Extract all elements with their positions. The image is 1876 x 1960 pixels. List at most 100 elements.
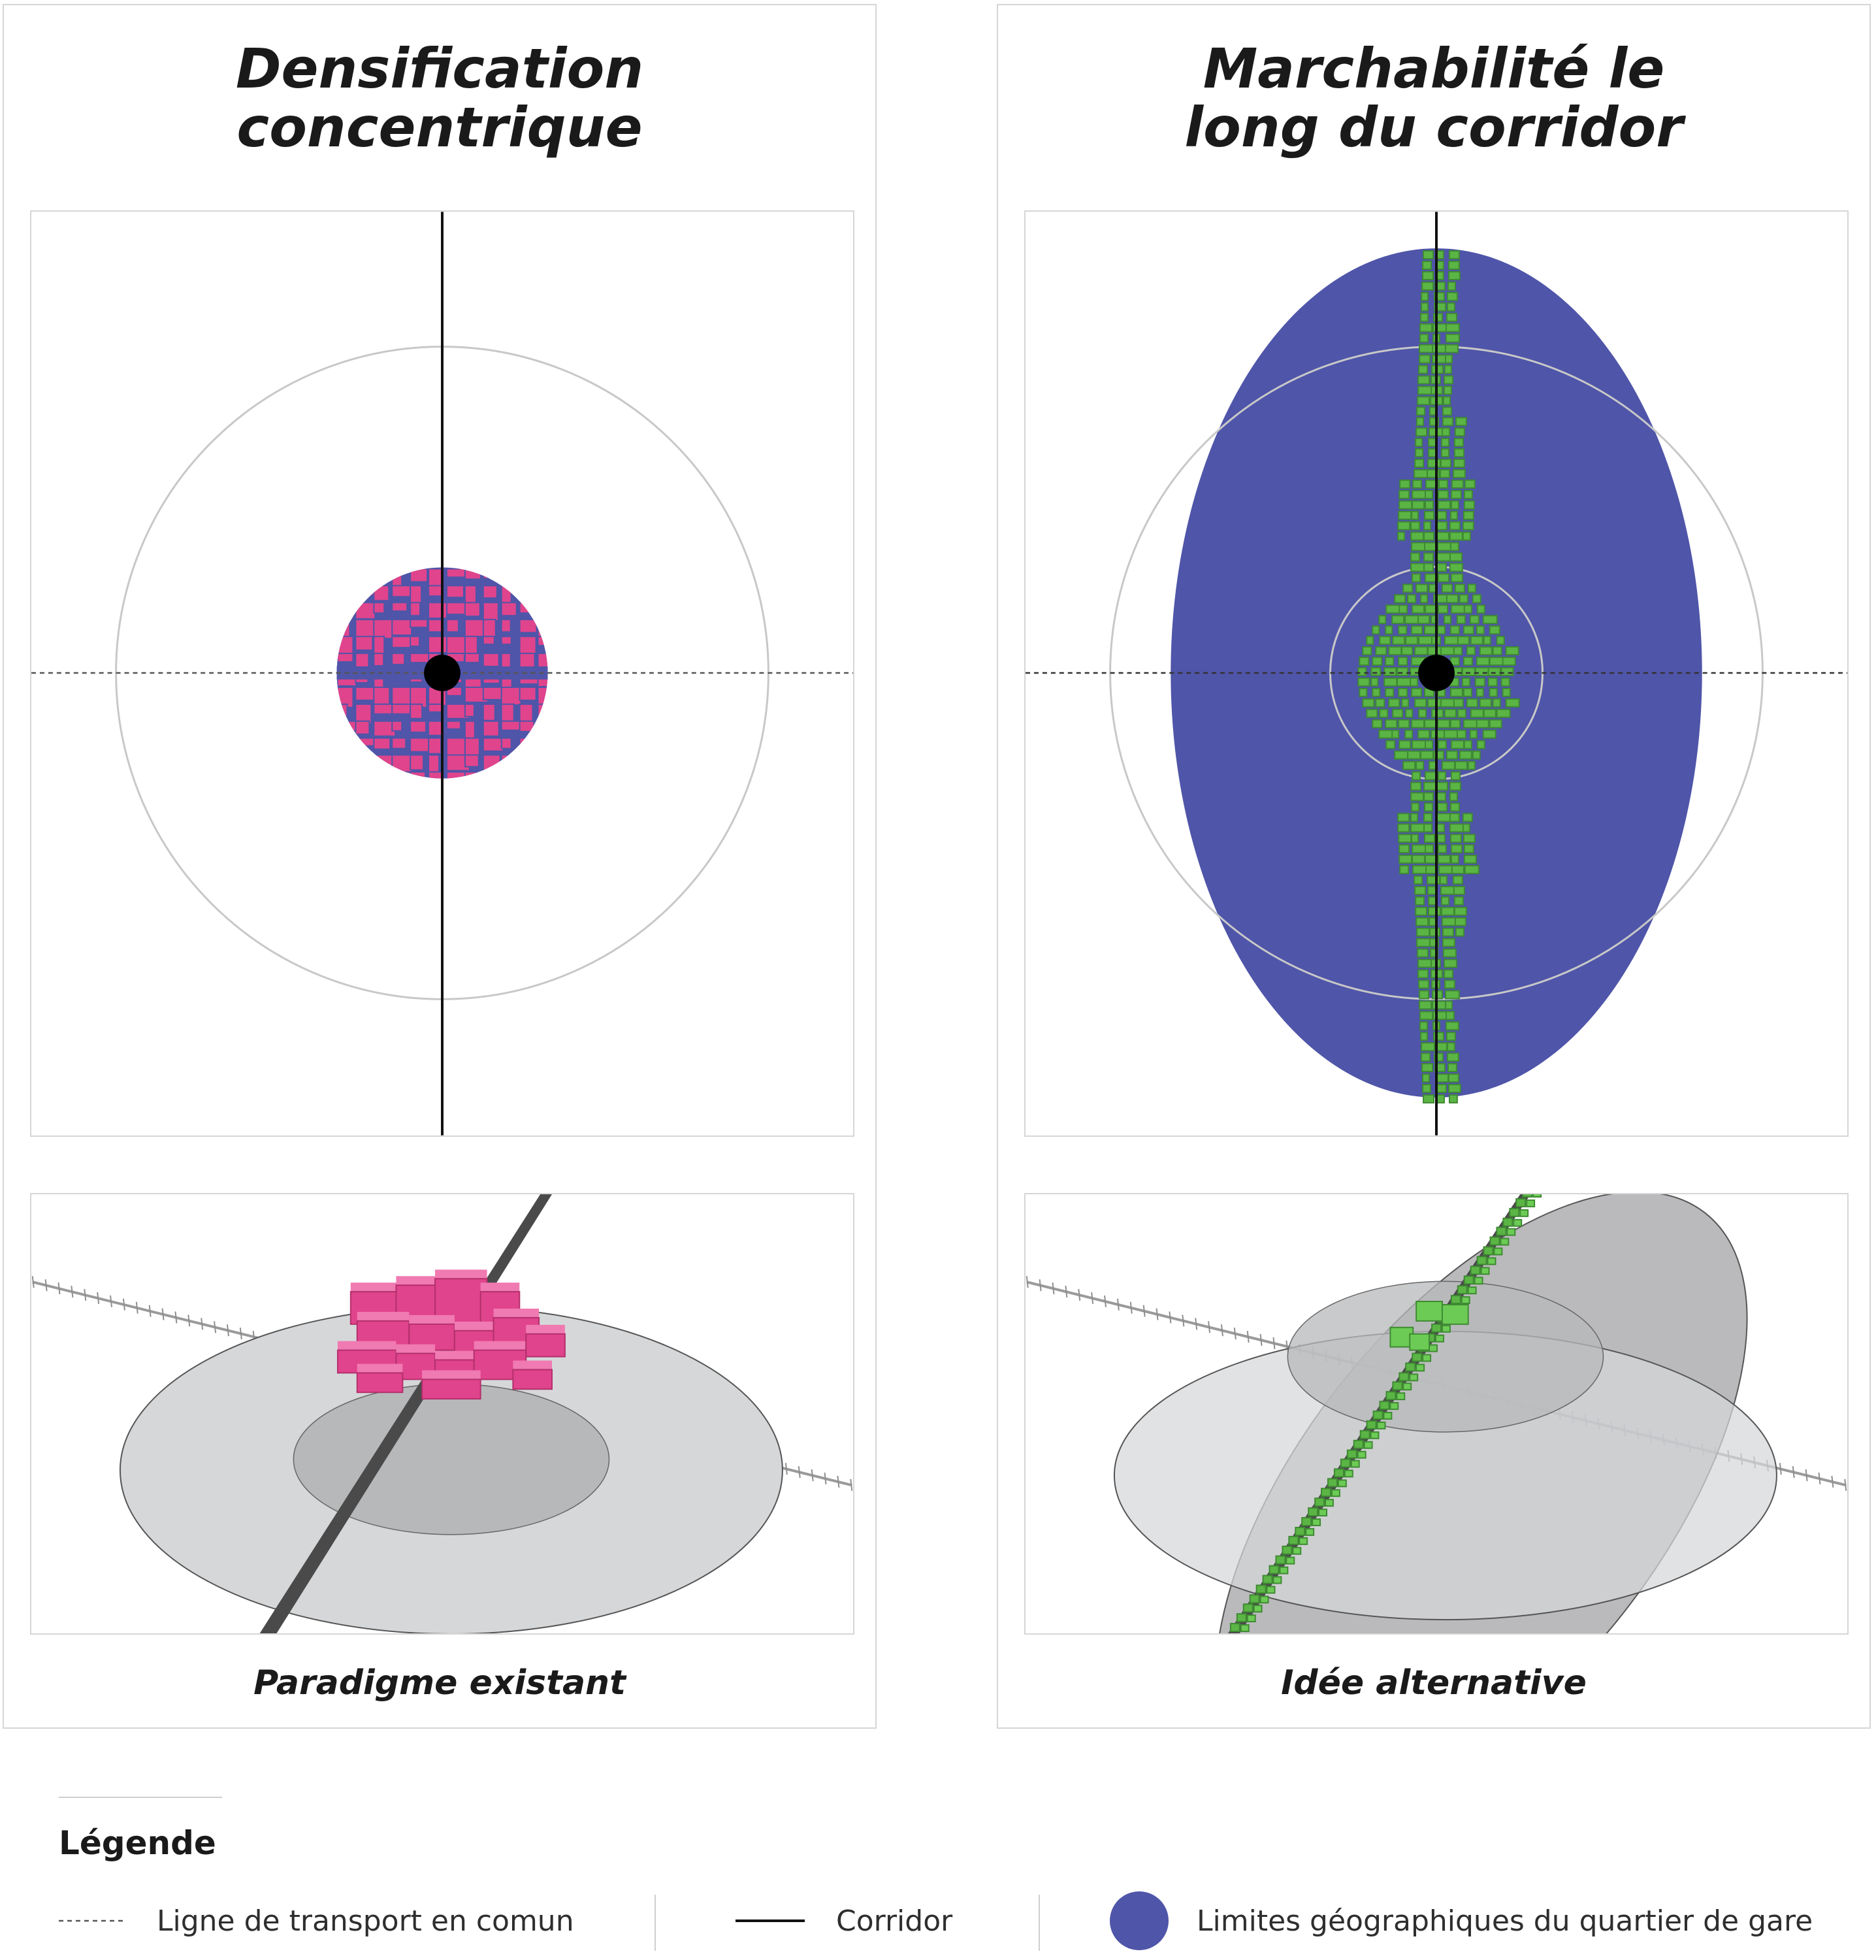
building-block <box>512 1369 553 1390</box>
transit-tie <box>1805 1469 1808 1482</box>
building-block <box>464 602 481 617</box>
building-block <box>1447 261 1460 270</box>
building-block <box>1502 687 1511 697</box>
building-block <box>537 737 548 759</box>
building-block <box>336 703 348 717</box>
building-block <box>1383 667 1397 676</box>
building-block <box>1489 719 1502 728</box>
building-roof <box>513 1360 552 1370</box>
building-block <box>355 568 367 580</box>
building-block <box>1397 521 1411 531</box>
building-block <box>1449 510 1458 520</box>
building-block <box>1385 604 1401 614</box>
building-block <box>1314 1497 1325 1507</box>
building-block <box>1454 760 1468 770</box>
building-block <box>1415 1364 1425 1372</box>
station-dot <box>1418 655 1455 691</box>
building-block <box>1417 729 1431 739</box>
transit-tie <box>1195 1318 1198 1330</box>
building-block <box>464 703 475 717</box>
building-block <box>1375 646 1387 656</box>
building-block <box>1436 719 1450 728</box>
building-block <box>1391 615 1405 625</box>
building-block <box>1476 657 1490 666</box>
building-block <box>1469 729 1478 739</box>
building-block <box>1419 354 1431 364</box>
building-block <box>1422 1073 1431 1083</box>
building-block <box>1429 417 1439 427</box>
building-block <box>1288 1535 1299 1545</box>
building-block <box>373 585 390 602</box>
title-line-2: long du corridor <box>1184 95 1683 159</box>
building-block <box>1470 1266 1481 1275</box>
building-block <box>1383 677 1398 687</box>
building-block <box>1414 646 1429 656</box>
station-dot <box>424 655 461 691</box>
building-block <box>1449 542 1459 551</box>
building-block <box>1452 875 1463 885</box>
building-block <box>1372 1411 1383 1420</box>
building-block <box>1431 729 1446 739</box>
building-block <box>1446 1053 1459 1062</box>
building-block <box>1492 646 1502 656</box>
building-block <box>1453 646 1463 656</box>
building-block <box>1444 365 1452 374</box>
building-block <box>1370 677 1379 687</box>
building-block <box>1411 802 1420 812</box>
building-block <box>1437 844 1447 854</box>
building-block <box>1385 740 1396 749</box>
building-block <box>1476 687 1484 697</box>
building-block <box>1433 750 1444 760</box>
building-block <box>1399 844 1410 854</box>
building-block <box>1301 1517 1312 1526</box>
building-block <box>1487 677 1498 687</box>
perspective-view-corridor <box>1024 1193 1849 1635</box>
building-block <box>1425 604 1437 614</box>
building-block <box>1427 646 1442 656</box>
building-block <box>1437 771 1446 781</box>
building-block <box>1450 771 1461 781</box>
building-block <box>1483 1246 1494 1256</box>
building-block <box>1463 719 1478 728</box>
green-buildings <box>1357 250 1520 1103</box>
building-block <box>428 703 442 713</box>
building-block <box>1436 823 1445 833</box>
building-block <box>1379 1401 1390 1411</box>
building-block <box>519 568 532 578</box>
building-block <box>1370 1431 1380 1439</box>
building-block <box>1308 1507 1319 1517</box>
building-roof <box>396 1276 442 1286</box>
building-block <box>1449 687 1463 697</box>
building-block <box>1394 750 1409 760</box>
building-block <box>1446 302 1455 312</box>
building-block <box>1419 333 1429 343</box>
building-block <box>1396 1392 1406 1401</box>
building-block <box>537 568 548 590</box>
building-block <box>1422 1084 1432 1093</box>
building-block <box>1412 844 1427 854</box>
building-block <box>1410 781 1422 791</box>
dense-core <box>336 567 548 779</box>
building-block <box>1394 594 1406 604</box>
building-block <box>1463 500 1475 510</box>
building-block <box>391 720 403 732</box>
building-block <box>1398 625 1408 635</box>
building-block <box>1505 646 1519 656</box>
building-block <box>1492 698 1501 708</box>
building-block <box>1420 312 1429 322</box>
building-block <box>1295 1526 1306 1536</box>
building-block <box>1286 1556 1295 1565</box>
building-block <box>1422 261 1432 270</box>
blue-disc-icon <box>1110 1891 1169 1950</box>
building-block <box>1513 1218 1523 1227</box>
building-block <box>1405 1362 1416 1372</box>
building-block <box>1415 583 1429 593</box>
panel-title: Marchabilité le long du corridor <box>998 39 1869 157</box>
building-block <box>1440 906 1455 916</box>
building-block <box>1445 333 1460 343</box>
transit-tie <box>850 1478 853 1491</box>
building-block <box>1429 938 1439 947</box>
building-block <box>391 585 412 598</box>
building-block <box>1476 604 1485 614</box>
building-block <box>464 619 485 638</box>
